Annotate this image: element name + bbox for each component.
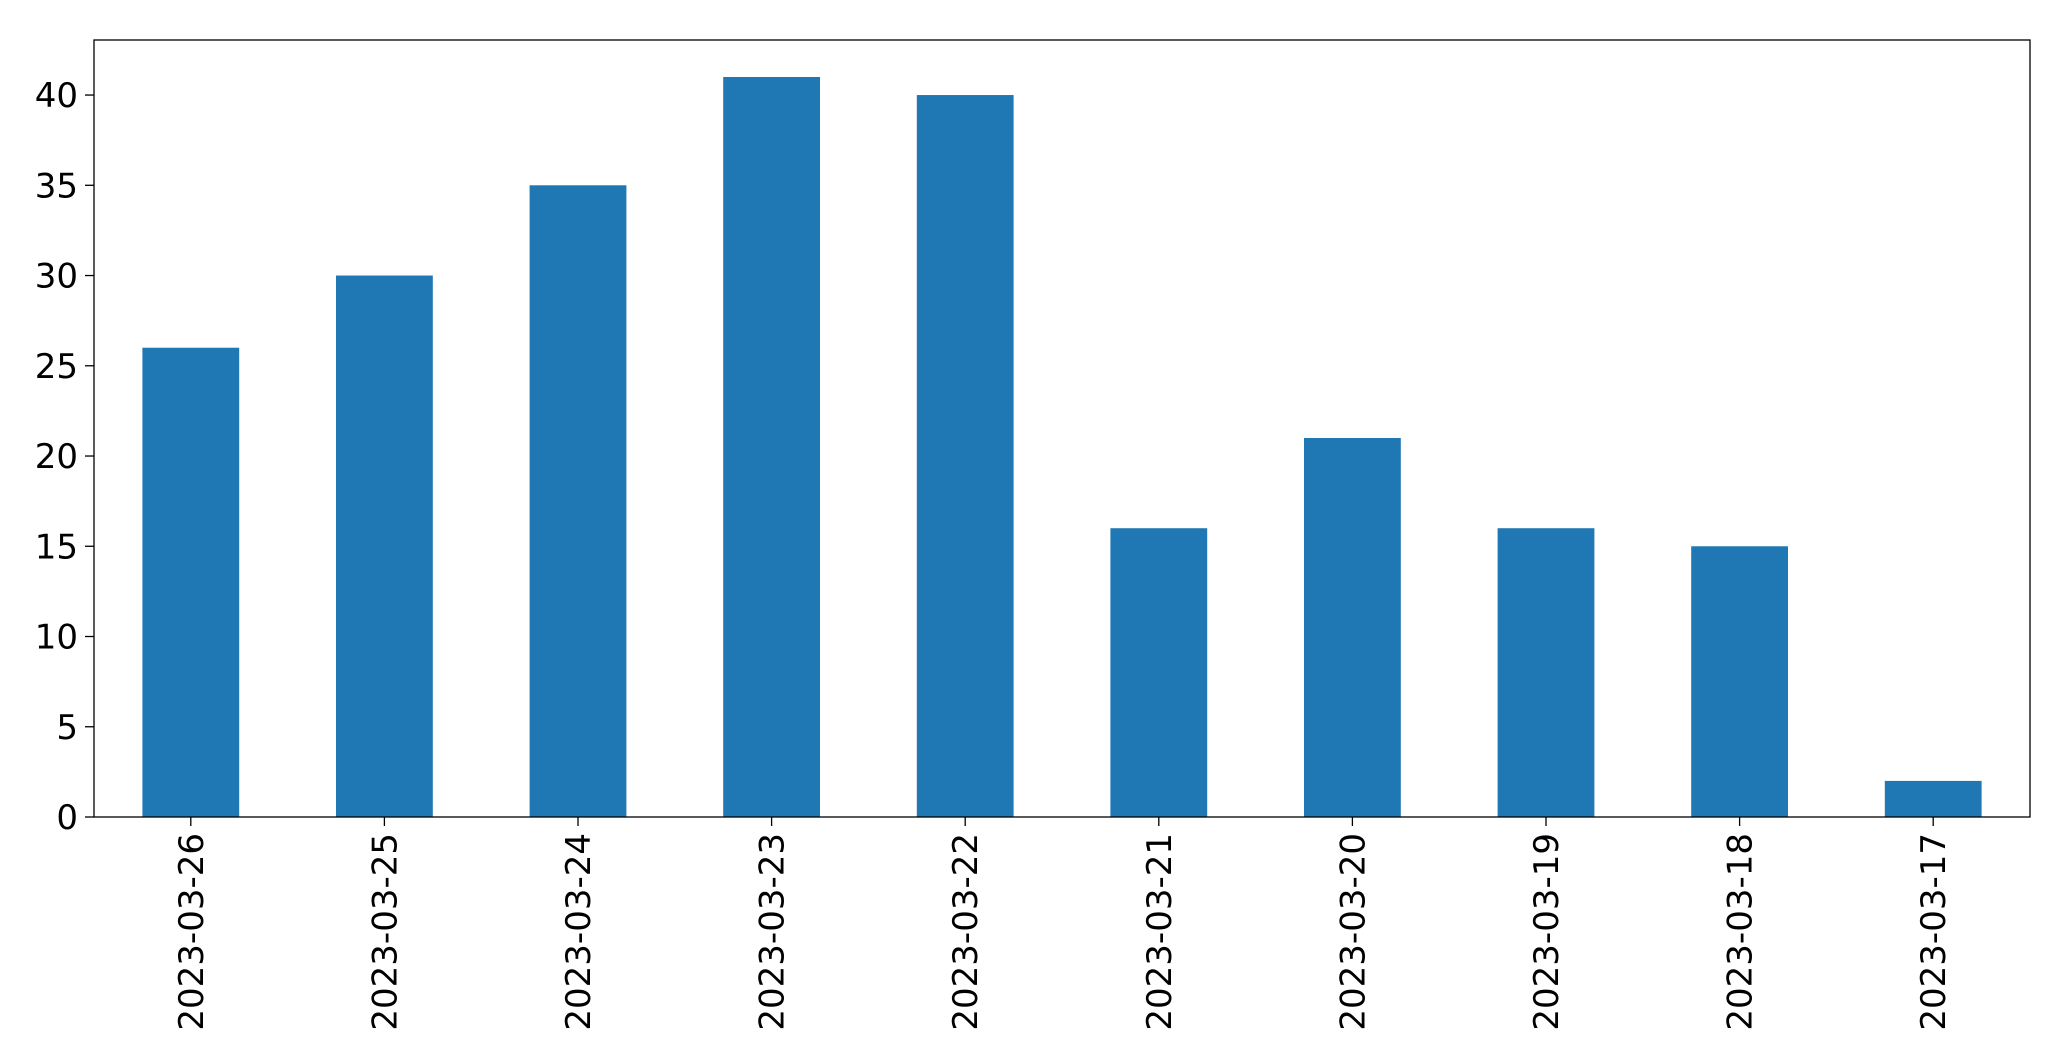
y-tick-label: 10: [35, 618, 78, 658]
x-tick-label: 2023-03-20: [1333, 833, 1373, 1031]
y-tick-label: 0: [56, 798, 78, 838]
y-tick-label: 35: [35, 166, 78, 206]
y-tick-label: 5: [56, 708, 78, 748]
y-tick-label: 30: [35, 257, 78, 297]
x-tick-label: 2023-03-26: [172, 833, 212, 1031]
bar: [1884, 780, 1982, 817]
x-tick-label: 2023-03-19: [1527, 833, 1567, 1031]
bar: [1304, 437, 1401, 817]
bar: [916, 95, 1014, 818]
bar: [723, 77, 820, 817]
x-tick-label: 2023-03-23: [753, 833, 793, 1031]
x-tick-label: 2023-03-18: [1721, 833, 1761, 1031]
bar: [142, 347, 240, 817]
bar: [1110, 528, 1208, 817]
bar: [1691, 546, 1788, 817]
plot-frame: [93, 39, 2031, 818]
y-tick-label: 40: [35, 76, 78, 116]
y-tick-label: 20: [35, 437, 78, 477]
y-tick-label: 25: [35, 347, 78, 387]
x-tick-label: 2023-03-24: [559, 833, 599, 1031]
x-tick-label: 2023-03-22: [946, 833, 986, 1031]
x-tick-label: 2023-03-25: [365, 833, 405, 1031]
bar: [336, 275, 433, 817]
x-tick-label: 2023-03-21: [1140, 833, 1180, 1031]
bar: [1497, 528, 1595, 817]
y-tick-label: 15: [35, 527, 78, 567]
x-tick-label: 2023-03-17: [1914, 833, 1954, 1031]
bar: [529, 185, 627, 818]
